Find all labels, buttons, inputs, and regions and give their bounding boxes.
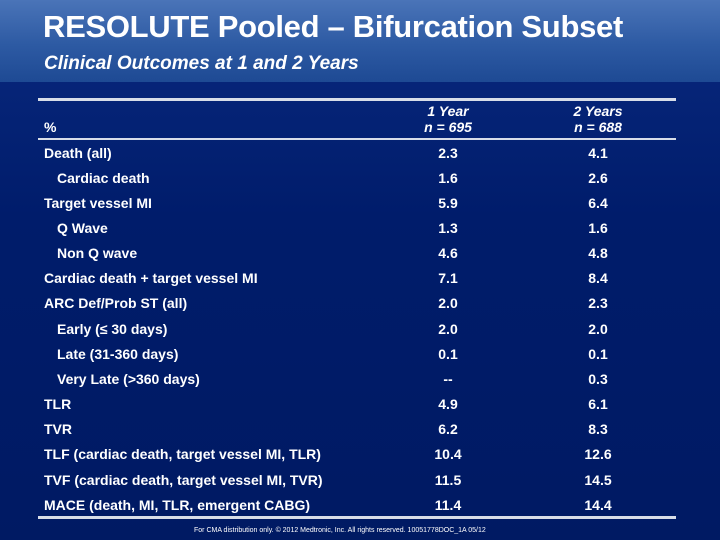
value-2-years: 0.1 — [588, 346, 608, 362]
table-row: Cardiac death + target vessel MI 7.1 8.4 — [38, 265, 676, 290]
value-1-year: 4.6 — [438, 245, 458, 261]
value-1-year: -- — [443, 371, 453, 387]
table-row: Late (31-360 days) 0.1 0.1 — [38, 341, 676, 366]
column-n: n = 695 — [424, 119, 472, 135]
row-label: Q Wave — [57, 220, 108, 236]
row-label: TLF (cardiac death, target vessel MI, TL… — [44, 446, 321, 462]
unit-label: % — [44, 119, 57, 135]
row-label: Very Late (>360 days) — [57, 371, 200, 387]
column-title: 1 Year — [427, 103, 469, 119]
table-row: MACE (death, MI, TLR, emergent CABG) 11.… — [38, 492, 676, 517]
value-2-years: 2.3 — [588, 295, 608, 311]
table-row: Non Q wave 4.6 4.8 — [38, 240, 676, 265]
column-title: 2 Years — [573, 103, 623, 119]
table-row: ARC Def/Prob ST (all) 2.0 2.3 — [38, 290, 676, 315]
row-label: Non Q wave — [57, 245, 138, 261]
value-2-years: 8.4 — [588, 270, 608, 286]
value-2-years: 6.1 — [588, 396, 608, 412]
table-row: Death (all) 2.3 4.1 — [38, 140, 676, 165]
column-header-1-year: 1 Year n = 695 — [393, 103, 503, 135]
row-label: Early (≤ 30 days) — [57, 321, 168, 337]
row-label: Cardiac death + target vessel MI — [44, 270, 258, 286]
value-1-year: 10.4 — [434, 446, 462, 462]
value-2-years: 4.1 — [588, 145, 608, 161]
value-2-years: 1.6 — [588, 220, 608, 236]
value-1-year: 2.0 — [438, 295, 458, 311]
table-row: TVF (cardiac death, target vessel MI, TV… — [38, 467, 676, 492]
value-1-year: 7.1 — [438, 270, 458, 286]
table-row: TLF (cardiac death, target vessel MI, TL… — [38, 441, 676, 466]
value-2-years: 0.3 — [588, 371, 608, 387]
value-2-years: 2.0 — [588, 321, 608, 337]
value-1-year: 4.9 — [438, 396, 458, 412]
column-header-2-years: 2 Years n = 688 — [543, 103, 653, 135]
value-1-year: 1.6 — [438, 170, 458, 186]
value-2-years: 8.3 — [588, 421, 608, 437]
value-2-years: 12.6 — [584, 446, 612, 462]
row-label: TVR — [44, 421, 72, 437]
value-1-year: 11.4 — [434, 497, 462, 513]
row-label: TLR — [44, 396, 72, 412]
value-2-years: 14.5 — [584, 472, 612, 488]
value-2-years: 6.4 — [588, 195, 608, 211]
table-row: TLR 4.9 6.1 — [38, 391, 676, 416]
row-label: MACE (death, MI, TLR, emergent CABG) — [44, 497, 311, 513]
header-band: RESOLUTE Pooled – Bifurcation Subset Cli… — [0, 0, 720, 82]
value-1-year: 1.3 — [438, 220, 458, 236]
value-1-year: 11.5 — [434, 472, 462, 488]
table-row: Very Late (>360 days) -- 0.3 — [38, 366, 676, 391]
value-1-year: 6.2 — [438, 421, 458, 437]
table-header-rule — [38, 138, 676, 140]
value-2-years: 2.6 — [588, 170, 608, 186]
table-row: Early (≤ 30 days) 2.0 2.0 — [38, 316, 676, 341]
value-1-year: 5.9 — [438, 195, 458, 211]
slide-subtitle: Clinical Outcomes at 1 and 2 Years — [44, 53, 359, 74]
table-row: Target vessel MI 5.9 6.4 — [38, 190, 676, 215]
row-label: ARC Def/Prob ST (all) — [44, 295, 188, 311]
table-top-rule — [38, 98, 676, 101]
row-label: Cardiac death — [57, 170, 150, 186]
footer-disclaimer: For CMA distribution only. © 2012 Medtro… — [194, 527, 486, 534]
table-bottom-rule — [38, 516, 676, 519]
value-2-years: 4.8 — [588, 245, 608, 261]
row-label: TVF (cardiac death, target vessel MI, TV… — [44, 472, 323, 488]
table-row: TVR 6.2 8.3 — [38, 416, 676, 441]
value-2-years: 14.4 — [584, 497, 612, 513]
table-row: Q Wave 1.3 1.6 — [38, 215, 676, 240]
value-1-year: 0.1 — [438, 346, 458, 362]
value-1-year: 2.0 — [438, 321, 458, 337]
row-label: Death (all) — [44, 145, 112, 161]
table-row: Cardiac death 1.6 2.6 — [38, 165, 676, 190]
value-1-year: 2.3 — [438, 145, 458, 161]
row-label: Late (31-360 days) — [57, 346, 179, 362]
slide-title: RESOLUTE Pooled – Bifurcation Subset — [43, 9, 623, 44]
row-label: Target vessel MI — [44, 195, 152, 211]
column-n: n = 688 — [574, 119, 622, 135]
